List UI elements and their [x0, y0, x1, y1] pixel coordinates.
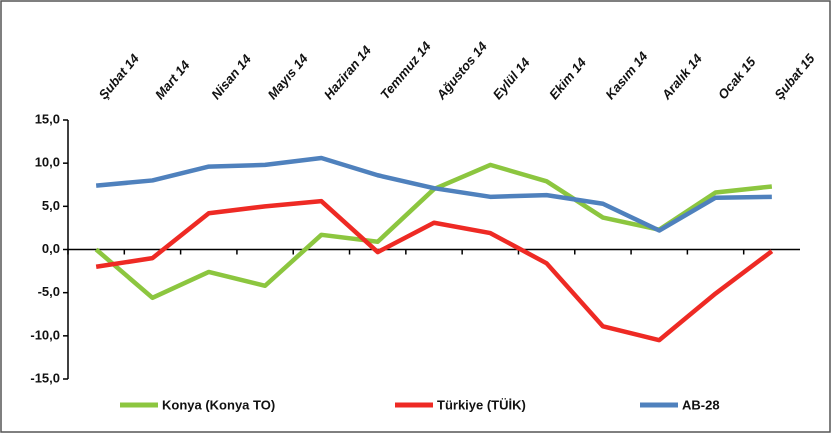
- legend-label: AB-28: [682, 397, 720, 412]
- legend-label: Konya (Konya TO): [162, 397, 275, 412]
- y-tick-label: -10,0: [30, 327, 60, 342]
- y-tick-label: 15,0: [35, 111, 60, 126]
- series-line: [95, 198, 774, 343]
- y-tick-label: 10,0: [35, 155, 60, 170]
- y-tick-label: -15,0: [30, 370, 60, 385]
- y-tick-label: 5,0: [42, 198, 60, 213]
- legend-label: Türkiye (TÜİK): [437, 397, 526, 412]
- y-tick-label: -5,0: [38, 284, 60, 299]
- series-line: [95, 155, 772, 233]
- y-tick-label: 0,0: [42, 241, 60, 256]
